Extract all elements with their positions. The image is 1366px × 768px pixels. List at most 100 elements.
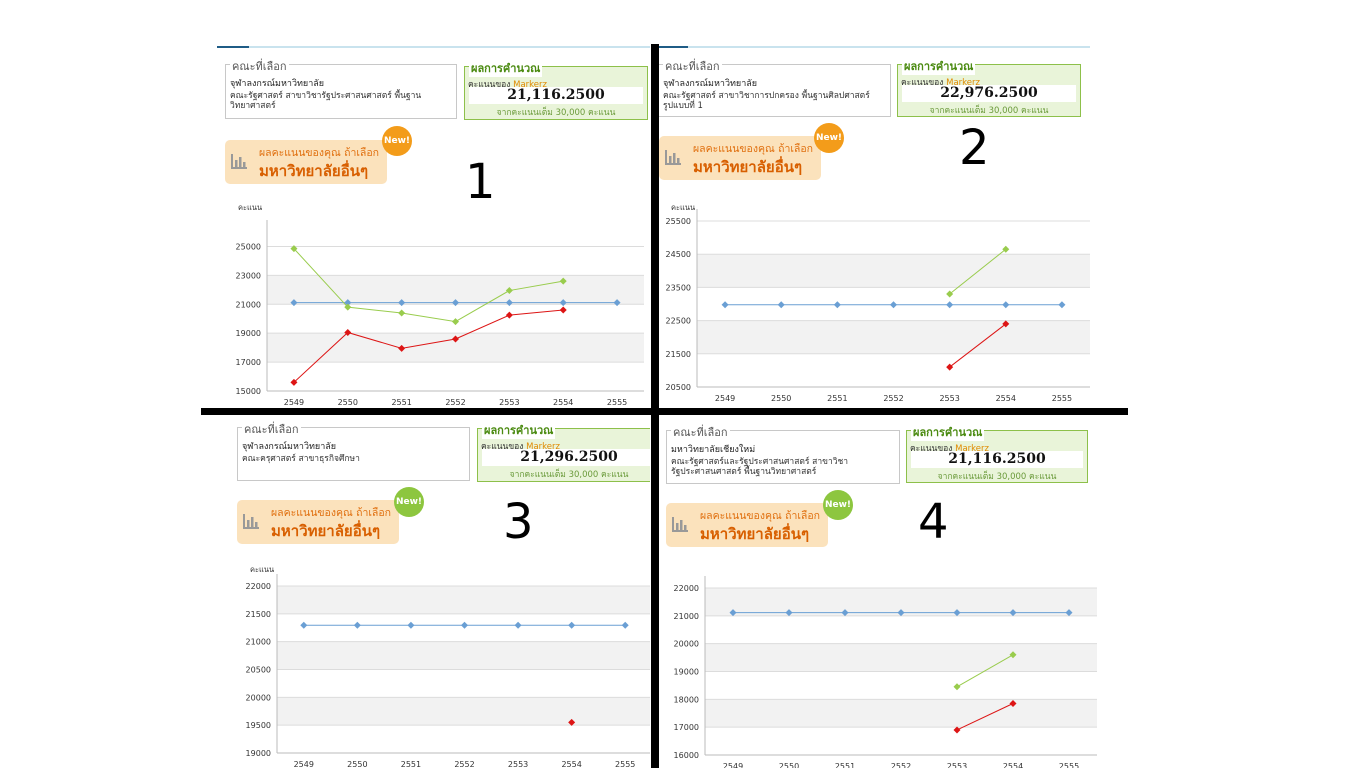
- y-axis-label: คะแนน: [671, 203, 696, 212]
- faculty-name: คณะรัฐศาสตร์ สาขาวิชาการปกครอง พื้นฐานศิ…: [663, 91, 870, 111]
- data-point: [1002, 301, 1010, 309]
- grid-band: [277, 641, 650, 670]
- data-point: [290, 245, 298, 253]
- y-tick-label: 21000: [674, 612, 699, 621]
- new-badge: New!: [394, 487, 424, 517]
- data-point: [1009, 700, 1017, 708]
- y-tick-label: 18000: [674, 695, 699, 704]
- result-label: ผลการคำนวณ: [911, 423, 985, 441]
- y-tick-label: 20500: [666, 383, 691, 392]
- data-point: [621, 621, 629, 629]
- data-point: [721, 301, 729, 309]
- x-tick-label: 2552: [454, 760, 474, 768]
- x-tick-label: 2549: [294, 760, 314, 768]
- y-tick-label: 16000: [674, 751, 699, 760]
- data-point: [953, 683, 961, 691]
- selected-faculty-box: คณะที่เลือก จุฬาลงกรณ์มหาวิทยาลัย คณะครุ…: [237, 420, 470, 481]
- header-line: [217, 46, 650, 48]
- x-tick-label: 2552: [891, 762, 911, 768]
- panel-2: คณะที่เลือก จุฬาลงกรณ์มหาวิทยาลัย คณะรัฐ…: [656, 46, 1090, 410]
- horizontal-divider: [201, 408, 1128, 415]
- result-box: ผลการคำนวณ คะแนนของ Markerz 21,116.2500 …: [906, 423, 1088, 483]
- x-tick-label: 2554: [1003, 762, 1023, 768]
- user-name: Markerz: [513, 80, 547, 90]
- university-name: จุฬาลงกรณ์มหาวิทยาลัย: [242, 442, 337, 452]
- other-universities-button[interactable]: ผลคะแนนของคุณ ถ้าเลือก มหาวิทยาลัยอื่นๆ: [659, 136, 821, 180]
- data-point: [514, 621, 522, 629]
- other-universities-button[interactable]: ผลคะแนนของคุณ ถ้าเลือก มหาวิทยาลัยอื่นๆ: [237, 500, 399, 544]
- new-badge: New!: [382, 126, 412, 156]
- x-tick-label: 2553: [499, 398, 519, 407]
- y-tick-label: 25000: [236, 242, 261, 251]
- x-tick-label: 2549: [284, 398, 304, 407]
- score-owner: คะแนนของ Markerz: [468, 77, 547, 91]
- x-tick-label: 2552: [883, 394, 903, 403]
- result-box: ผลการคำนวณ คะแนนของ Markerz 21,116.2500 …: [464, 59, 648, 120]
- x-tick-label: 2551: [835, 762, 855, 768]
- selected-label: คณะที่เลือก: [663, 57, 722, 75]
- selected-label: คณะที่เลือก: [671, 423, 730, 441]
- x-tick-label: 2555: [615, 760, 635, 768]
- other-universities-button[interactable]: ผลคะแนนของคุณ ถ้าเลือก มหาวิทยาลัยอื่นๆ: [225, 140, 387, 184]
- grid-band: [697, 320, 1090, 354]
- data-point: [452, 299, 459, 307]
- data-point: [1002, 245, 1010, 253]
- bar-chart-icon: [665, 150, 681, 165]
- data-point: [407, 621, 415, 629]
- university-name: มหาวิทยาลัยเชียงใหม่: [671, 445, 756, 455]
- data-point: [1065, 609, 1073, 617]
- faculty-name: คณะรัฐศาสตร์และรัฐประศาสนศาสตร์ สาขาวิชา…: [671, 457, 849, 477]
- selected-faculty-box: คณะที่เลือก มหาวิทยาลัยเชียงใหม่ คณะรัฐศ…: [666, 423, 900, 484]
- y-tick-label: 22000: [246, 582, 271, 591]
- user-name: Markerz: [946, 78, 980, 88]
- other-universities-button[interactable]: ผลคะแนนของคุณ ถ้าเลือก มหาวิทยาลัยอื่นๆ: [666, 503, 828, 547]
- x-tick-label: 2551: [401, 760, 421, 768]
- panel-3: คณะที่เลือก จุฬาลงกรณ์มหาวิทยาลัย คณะครุ…: [229, 418, 650, 768]
- faculty-name: คณะครุศาสตร์ สาขาธุรกิจศึกษา: [242, 454, 360, 464]
- x-tick-label: 2553: [947, 762, 967, 768]
- data-point: [953, 726, 961, 734]
- result-label: ผลการคำนวณ: [469, 59, 543, 77]
- promo-line1: ผลคะแนนของคุณ ถ้าเลือก: [271, 507, 392, 519]
- header-line: [656, 46, 1090, 48]
- data-point: [300, 621, 308, 629]
- data-point: [559, 306, 567, 314]
- x-tick-label: 2555: [1059, 762, 1079, 768]
- vertical-divider: [651, 44, 659, 768]
- university-name: จุฬาลงกรณ์มหาวิทยาลัย: [230, 79, 325, 89]
- y-tick-label: 25500: [666, 217, 691, 226]
- series-line-3: [949, 323, 1007, 368]
- full-score-note: จากคะแนนเต็ม 30,000 คะแนน: [496, 108, 616, 118]
- series-line-2: [956, 654, 1014, 688]
- promo-line2: มหาวิทยาลัยอื่นๆ: [259, 162, 369, 180]
- data-point: [890, 301, 897, 309]
- user-name: Markerz: [526, 442, 560, 452]
- y-tick-label: 19000: [674, 668, 699, 677]
- bar-chart-icon: [243, 514, 259, 529]
- y-tick-label: 23000: [236, 271, 261, 280]
- data-point: [1058, 301, 1066, 309]
- score-owner: คะแนนของ Markerz: [910, 441, 989, 455]
- y-axis-label: คะแนน: [250, 565, 275, 574]
- grid-band: [705, 699, 1097, 728]
- x-tick-label: 2551: [827, 394, 847, 403]
- grid-band: [697, 254, 1090, 288]
- data-point: [785, 609, 793, 617]
- y-tick-label: 22000: [674, 584, 699, 593]
- data-point: [290, 378, 298, 386]
- user-name: Markerz: [955, 444, 989, 454]
- promo-line1: ผลคะแนนของคุณ ถ้าเลือก: [259, 147, 380, 159]
- x-tick-label: 2551: [391, 398, 411, 407]
- y-tick-label: 21000: [236, 300, 261, 309]
- x-tick-label: 2554: [561, 760, 581, 768]
- y-tick-label: 24500: [666, 250, 691, 259]
- y-tick-label: 19000: [246, 749, 271, 758]
- grid-band: [277, 586, 650, 614]
- data-point: [398, 299, 406, 307]
- x-tick-label: 2549: [723, 762, 743, 768]
- data-point: [344, 328, 352, 336]
- data-point: [461, 621, 468, 629]
- series-line-2: [949, 248, 1007, 295]
- panel-number: 4: [918, 494, 949, 550]
- x-tick-label: 2550: [771, 394, 791, 403]
